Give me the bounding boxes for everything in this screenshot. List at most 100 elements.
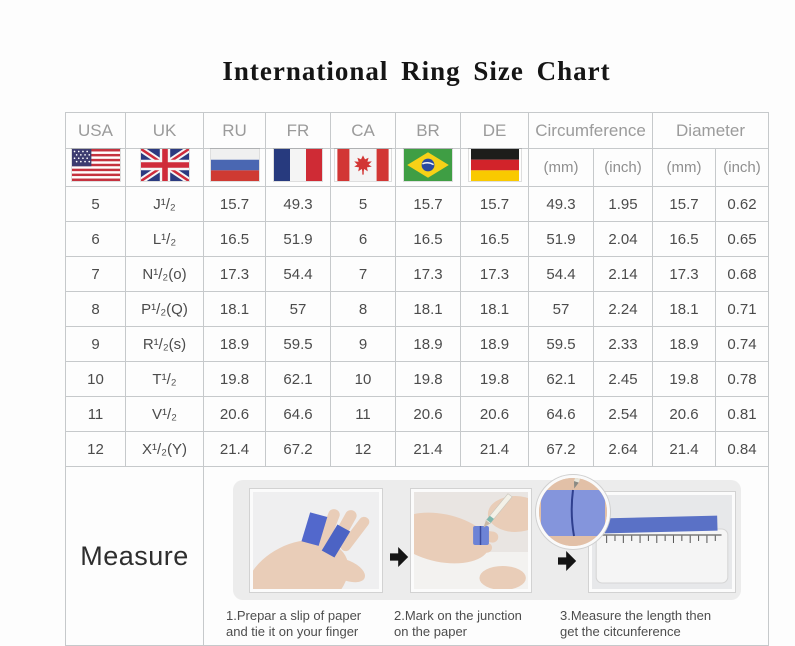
column-header-de: DE — [460, 112, 529, 149]
de-flag-icon — [469, 149, 521, 181]
cell-ca: 11 — [330, 396, 396, 432]
uk-flag-icon — [140, 149, 189, 181]
cell-diameter-inch: 0.74 — [715, 326, 770, 362]
column-header-diameter: Diameter — [652, 112, 770, 149]
measure-label: Measure — [65, 466, 204, 646]
cell-circumference-mm: 64.6 — [528, 396, 594, 432]
country-header-row: USA UK RU FR CA BR DE Circumference Diam… — [65, 112, 770, 149]
cell-circumference-mm: 67.2 — [528, 431, 594, 467]
fr-flag-icon — [274, 149, 322, 181]
ring-size-table-body: 5 J¹/₂ 15.7 49.3 5 15.7 15.7 49.3 1.95 15.7 0.62 6 L… — [65, 186, 770, 467]
cell-ca: 6 — [330, 221, 396, 257]
measure-media-cell: 1.Prepar a slip of paper and tie it on y… — [202, 466, 770, 646]
ring-size-row: 10 T¹/₂ 19.8 62.1 10 19.8 19.8 62.1 2.45 19.8 0.78 — [65, 361, 770, 397]
ring-size-row: 5 J¹/₂ 15.7 49.3 5 15.7 15.7 49.3 1.95 15.7 0.62 — [65, 186, 770, 222]
step1-caption: 1.Prepar a slip of paper and tie it on y… — [226, 608, 362, 640]
cell-diameter-inch: 0.78 — [715, 361, 770, 397]
cell-diameter-inch: 0.65 — [715, 221, 770, 257]
br-flag-cell — [395, 148, 461, 187]
unit-header-diameter-mm: (mm) — [652, 148, 717, 187]
ru-flag-cell — [203, 148, 266, 187]
cell-br: 18.1 — [395, 291, 461, 327]
cell-fr: 54.4 — [265, 256, 331, 292]
cell-usa: 6 — [65, 221, 126, 257]
column-header-ca: CA — [330, 112, 396, 149]
cell-diameter-inch: 0.81 — [715, 396, 770, 432]
cell-diameter-mm: 21.4 — [652, 431, 717, 467]
cell-de: 21.4 — [460, 431, 529, 467]
cell-de: 20.6 — [460, 396, 529, 432]
cell-circumference-mm: 51.9 — [528, 221, 594, 257]
column-header-fr: FR — [265, 112, 331, 149]
cell-diameter-inch: 0.68 — [715, 256, 770, 292]
fr-flag-cell — [265, 148, 331, 187]
ruler-measurement-photo — [589, 492, 735, 592]
cell-usa: 12 — [65, 431, 126, 467]
unit-header-circumference-inch: (inch) — [592, 148, 654, 187]
cell-ru: 15.7 — [203, 186, 266, 222]
ring-size-row: 7 N¹/₂(o) 17.3 54.4 7 17.3 17.3 54.4 2.14 17.3 0.6… — [65, 256, 770, 292]
cell-ru: 21.4 — [203, 431, 266, 467]
ru-flag-icon — [210, 149, 259, 181]
cell-diameter-mm: 16.5 — [652, 221, 717, 257]
cell-circumference-inch: 2.45 — [592, 361, 654, 397]
measure-row: Measure — [65, 466, 770, 646]
cell-br: 18.9 — [395, 326, 461, 362]
ring-size-table: USA UK RU FR CA BR DE Circumference Diam… — [65, 112, 770, 646]
cell-br: 20.6 — [395, 396, 461, 432]
cell-fr: 64.6 — [265, 396, 331, 432]
step3-caption: 3.Measure the length then get the citcun… — [560, 608, 712, 640]
cell-usa: 9 — [65, 326, 126, 362]
cell-de: 18.1 — [460, 291, 529, 327]
cell-ca: 9 — [330, 326, 396, 362]
cell-circumference-inch: 1.95 — [592, 186, 654, 222]
cell-de: 19.8 — [460, 361, 529, 397]
cell-ru: 17.3 — [203, 256, 266, 292]
cell-circumference-inch: 2.24 — [592, 291, 654, 327]
cell-ca: 7 — [330, 256, 396, 292]
cell-circumference-mm: 57 — [528, 291, 594, 327]
page-title: International Ring Size Chart — [222, 56, 611, 86]
ring-size-row: 8 P¹/₂(Q) 18.1 57 8 18.1 18.1 57 2.24 18.1 0.71 — [65, 291, 770, 327]
cell-uk: J¹/₂ — [125, 186, 204, 222]
ring-size-row: 12 X¹/₂(Y) 21.4 67.2 12 21.4 21.4 67.2 2.64 21.4 0… — [65, 431, 770, 467]
cell-fr: 67.2 — [265, 431, 331, 467]
cell-diameter-inch: 0.62 — [715, 186, 770, 222]
cell-fr: 49.3 — [265, 186, 331, 222]
usa-flag-cell — [65, 148, 126, 187]
cell-fr: 59.5 — [265, 326, 331, 362]
cell-uk: N¹/₂(o) — [125, 256, 204, 292]
cell-diameter-mm: 20.6 — [652, 396, 717, 432]
cell-diameter-mm: 18.9 — [652, 326, 717, 362]
cell-circumference-inch: 2.33 — [592, 326, 654, 362]
marking-junction-photo — [411, 489, 531, 592]
cell-usa: 11 — [65, 396, 126, 432]
column-header-ru: RU — [203, 112, 266, 149]
column-header-uk: UK — [125, 112, 204, 149]
cell-diameter-inch: 0.84 — [715, 431, 770, 467]
cell-ca: 5 — [330, 186, 396, 222]
measure-instructions: 1.Prepar a slip of paper and tie it on y… — [204, 467, 768, 645]
cell-ru: 18.9 — [203, 326, 266, 362]
cell-diameter-inch: 0.71 — [715, 291, 770, 327]
uk-flag-cell — [125, 148, 204, 187]
cell-uk: L¹/₂ — [125, 221, 204, 257]
column-header-br: BR — [395, 112, 461, 149]
right-arrow-icon — [558, 551, 578, 571]
step2-caption: 2.Mark on the junction on the paper — [394, 608, 522, 640]
cell-ru: 20.6 — [203, 396, 266, 432]
cell-de: 17.3 — [460, 256, 529, 292]
cell-circumference-inch: 2.64 — [592, 431, 654, 467]
cell-br: 21.4 — [395, 431, 461, 467]
cell-circumference-mm: 54.4 — [528, 256, 594, 292]
unit-header-diameter-inch: (inch) — [715, 148, 770, 187]
cell-ru: 19.8 — [203, 361, 266, 397]
cell-fr: 62.1 — [265, 361, 331, 397]
unit-header-circumference-mm: (mm) — [528, 148, 594, 187]
cell-br: 19.8 — [395, 361, 461, 397]
column-header-usa: USA — [65, 112, 126, 149]
cell-br: 15.7 — [395, 186, 461, 222]
cell-uk: V¹/₂ — [125, 396, 204, 432]
cell-uk: T¹/₂ — [125, 361, 204, 397]
cell-fr: 51.9 — [265, 221, 331, 257]
